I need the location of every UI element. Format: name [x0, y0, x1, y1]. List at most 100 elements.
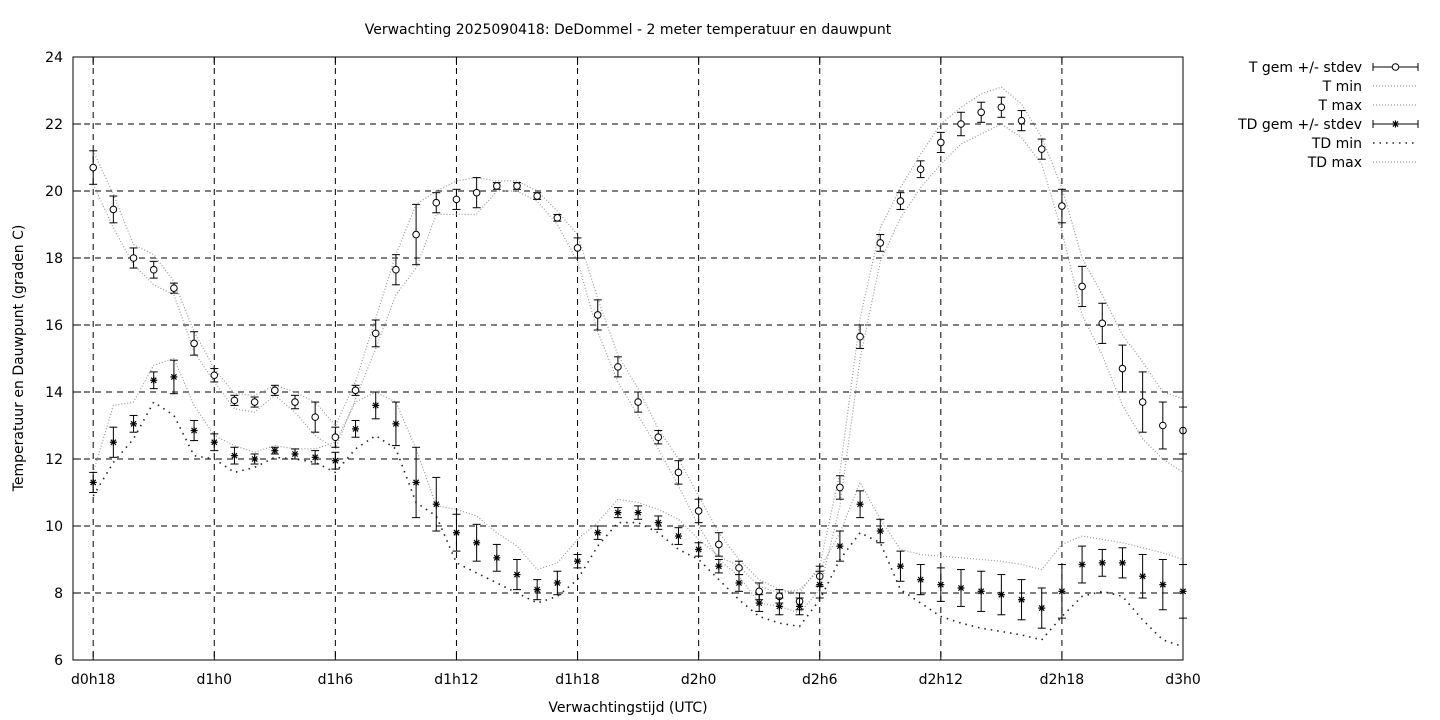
t-mean-point — [614, 363, 622, 371]
td-mean-point-d2 — [453, 529, 460, 536]
t-mean-point — [89, 163, 97, 172]
td-mean-point-d2 — [554, 579, 561, 586]
td-mean-point-d2 — [1079, 561, 1086, 568]
td-mean-point-d2 — [473, 539, 480, 546]
td-mean-point-d2 — [271, 447, 278, 454]
td-mean-point — [291, 450, 299, 458]
td-mean-point — [150, 376, 158, 384]
td-mean-point-d2 — [392, 420, 399, 427]
t-mean-point — [674, 468, 683, 477]
y-tick-label: 22 — [45, 117, 63, 133]
td-mean-point-d2 — [291, 450, 299, 457]
t-mean-point — [1118, 364, 1127, 373]
t-mean-point — [694, 507, 703, 515]
t-mean-point — [170, 284, 178, 292]
td-mean-point-d2 — [211, 439, 218, 446]
td-mean-point-d2 — [735, 579, 743, 586]
td-mean-point-d2 — [513, 571, 521, 578]
td-mean-point-d2 — [857, 501, 864, 508]
td-mean-point — [109, 438, 117, 446]
t-mean-point — [573, 244, 582, 252]
td-mean-point-d2 — [594, 529, 601, 536]
td-mean-point — [836, 542, 844, 550]
t-mean-point — [371, 329, 380, 338]
t-mean-point — [311, 413, 319, 421]
td-mean-point — [856, 500, 864, 508]
y-tick-label: 18 — [45, 251, 63, 267]
t-mean-point — [331, 433, 340, 442]
td-mean-point — [715, 562, 723, 570]
td-mean-point-d2 — [1139, 573, 1146, 580]
legend-label: TD max — [1307, 155, 1362, 171]
td-mean-point — [170, 373, 178, 381]
td-mean-point — [89, 478, 97, 486]
legend-marker-d2 — [1392, 120, 1399, 128]
legend: T gem +/- stdev T min T max TD gem +/- stde… — [1237, 60, 1419, 171]
td-mean-point-d2 — [998, 591, 1005, 598]
td-mean-point — [412, 478, 420, 486]
td-mean-point-d2 — [574, 558, 581, 565]
td-mean-point-d2 — [352, 425, 359, 432]
td-mean-point — [311, 453, 319, 461]
legend-label: T max — [1317, 98, 1362, 114]
td-mean-point — [331, 457, 339, 465]
y-tick-label: 8 — [54, 586, 63, 602]
t-mean-point — [271, 386, 279, 395]
td-mean-point — [473, 539, 481, 547]
td-mean-point — [1038, 604, 1046, 612]
td-mean-point — [876, 527, 884, 535]
plot-frame — [72, 56, 1184, 661]
td-mean-point — [1018, 596, 1026, 604]
x-tick-label: d1h12 — [434, 672, 478, 688]
td-mean-point-d2 — [715, 563, 722, 570]
td-mean-point — [775, 602, 783, 610]
t-mean-point — [392, 265, 400, 274]
t-mean-point — [472, 188, 481, 197]
t-mean-point — [412, 230, 420, 239]
x-tick-label: d1h18 — [555, 672, 599, 688]
td-mean-point-d2 — [110, 439, 117, 446]
t-mean-point — [997, 103, 1006, 112]
td-mean-point — [896, 562, 904, 570]
td-mean-point — [352, 425, 360, 433]
td-mean-point — [674, 532, 682, 540]
td-mean-point-d2 — [433, 501, 440, 508]
td-mean-point — [553, 579, 561, 587]
td-mean-point — [230, 452, 238, 460]
t-mean-point — [513, 182, 521, 190]
t-mean-point — [836, 483, 844, 492]
grid-lines — [73, 57, 1184, 660]
t-mean-point — [896, 197, 905, 205]
td-mean-point — [796, 602, 804, 610]
td-mean-point-d2 — [655, 519, 662, 526]
td-mean-point-d2 — [1018, 596, 1025, 603]
legend-label: TD gem +/- stdev — [1237, 117, 1362, 133]
t-mean-point — [654, 433, 663, 442]
td-mean-point-d2 — [150, 377, 157, 384]
td-mean-point — [594, 529, 602, 537]
td-min-line — [92, 400, 1184, 648]
td-mean-point-d2 — [937, 581, 944, 588]
t-mean-point — [230, 396, 239, 405]
legend-marker — [1392, 120, 1399, 128]
td-mean-point — [1098, 559, 1106, 567]
td-mean-point-d2 — [1159, 581, 1166, 588]
t-mean-point — [1078, 282, 1086, 291]
axis-ticks: 6 8 10 12 14 16 18 20 22 24 d0h18 d1h0 d1h6 d1h12 d1h1… — [45, 50, 1201, 688]
td-mean-point-d2 — [614, 509, 621, 516]
t-mean-point — [957, 120, 965, 128]
td-mean-point — [493, 554, 501, 562]
td-mean-point-d2 — [816, 581, 823, 588]
td-mean-point-d2 — [877, 528, 884, 535]
td-mean-point — [997, 591, 1005, 599]
td-mean-point — [271, 447, 279, 455]
td-mean-point-d2 — [836, 543, 843, 550]
td-mean-point-d2 — [332, 457, 339, 464]
t-mean-point — [291, 398, 299, 406]
td-mean-point-d2 — [130, 420, 137, 427]
x-tick-label: d2h6 — [802, 672, 838, 688]
td-mean-point-d2 — [170, 373, 177, 380]
td-mean-point — [937, 581, 945, 589]
t-mean-point — [493, 182, 501, 190]
